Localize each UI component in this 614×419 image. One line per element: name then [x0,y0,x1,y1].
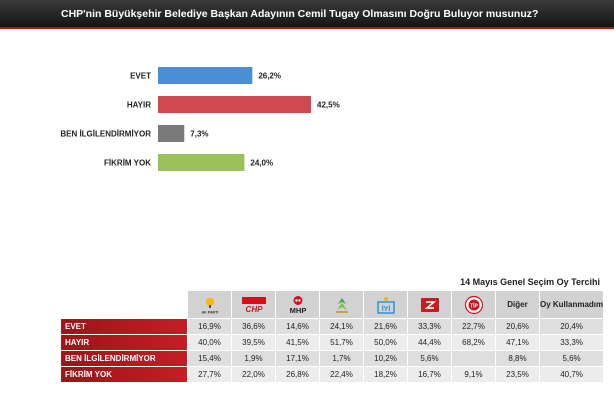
table-cell: 9,1% [451,366,496,383]
table-cell: 5,6% [538,350,605,367]
table-cell: 14,6% [275,318,320,335]
row-label: EVET [60,318,188,335]
table-cell: 27,7% [187,366,232,383]
table-cell: 20,6% [495,318,540,335]
table-cell: 39,5% [231,334,276,351]
chp-logo-text: CHP [245,305,263,314]
table-cell: 1,9% [231,350,276,367]
bar [158,154,245,171]
table-cell: 41,5% [275,334,320,351]
bar [158,67,253,84]
table-cell: 47,1% [495,334,540,351]
hdp-logo-icon [329,295,355,315]
vote-table: AK PARTİ CHP MHP [60,290,605,383]
table-title: 14 Mayıs Genel Seçim Oy Tercihi [460,277,600,287]
row-label: BEN İLGİLENDİRMİYOR [60,350,188,367]
akp-logo-cell: AK PARTİ [187,290,232,319]
tip-logo-icon: TİP [461,295,487,315]
category-label: HAYIR [127,101,151,110]
table-cell: 16,7% [407,366,452,383]
row-label: FİKRİM YOK [60,366,188,383]
table-cell: 1,7% [319,350,364,367]
table-cell: 50,0% [363,334,408,351]
category-label: FİKRİM YOK [104,159,151,168]
tip-logo-cell: TİP [451,290,496,319]
table-cell: 40,0% [187,334,232,351]
tip-logo-text: TİP [470,302,478,309]
chp-logo-cell: CHP [231,290,276,319]
table-cell: 18,2% [363,366,408,383]
row-label: HAYIR [60,334,188,351]
table-cell: 20,4% [538,318,605,335]
table-cell: 22,7% [451,318,496,335]
table-cell: 8,8% [495,350,540,367]
table-cell: 26,8% [275,366,320,383]
table-cell: 17,1% [275,350,320,367]
table-cell: 5,6% [407,350,452,367]
chart-title: CHP'nin Büyükşehir Belediye Başkan Adayı… [61,8,539,20]
zafer-logo-cell [407,290,452,319]
bar [158,96,311,113]
table-header-row: AK PARTİ CHP MHP [60,290,605,319]
table-cell: 68,2% [451,334,496,351]
category-label: EVET [130,72,151,81]
table-cell: 51,7% [319,334,364,351]
table-corner [60,290,188,319]
table-cell: 21,6% [363,318,408,335]
akp-logo-icon: AK PARTİ [197,295,223,315]
hdp-logo-cell [319,290,364,319]
table-cell: 23,5% [495,366,540,383]
table-row: FİKRİM YOK 27,7% 22,0% 26,8% 22,4% 18,2% 16,7%… [60,366,605,383]
col-header-diger: Diğer [495,290,540,319]
value-label: 26,2% [258,72,281,81]
table-body: EVET 16,9% 36,6% 14,6% 24,1% 21,6% 33,3% 22,7% 2… [60,318,605,383]
zafer-logo-icon [417,295,443,315]
table-cell: 33,3% [538,334,605,351]
value-label: 24,0% [250,159,273,168]
col-header-oy-kullanmadim: Oy Kullanmadım [538,290,605,319]
mhp-logo-icon: MHP [285,295,311,315]
table-cell: 22,0% [231,366,276,383]
table-cell: 24,1% [319,318,364,335]
akp-logo-text: AK PARTİ [201,310,218,314]
category-label: BEN İLGİLENDİRMİYOR [60,130,151,139]
iyi-logo-cell: İYİ [363,290,408,319]
bar-chart: EVET 26,2% HAYIR 42,5% BEN İLGİLENDİRMİYOR 7,… [60,67,340,171]
chp-logo-icon: CHP [241,295,267,315]
table-row: EVET 16,9% 36,6% 14,6% 24,1% 21,6% 33,3% 22,7% 2… [60,318,605,335]
table-cell: 36,6% [231,318,276,335]
table-row: HAYIR 40,0% 39,5% 41,5% 51,7% 50,0% 44,4% 68,2%… [60,334,605,351]
table-row: BEN İLGİLENDİRMİYOR 15,4% 1,9% 17,1% 1,7% 10,… [60,350,605,367]
bar [158,125,185,142]
table-cell: 15,4% [187,350,232,367]
value-label: 7,3% [190,130,208,139]
iyi-logo-icon: İYİ [373,295,399,315]
table-cell: 10,2% [363,350,408,367]
mhp-logo-cell: MHP [275,290,320,319]
iyi-logo-text: İYİ [381,305,390,313]
table-cell: 40,7% [538,366,605,383]
title-bar: CHP'nin Büyükşehir Belediye Başkan Adayı… [0,0,614,29]
value-label: 42,5% [317,101,340,110]
table-cell [451,350,496,367]
mhp-logo-text: MHP [289,306,306,315]
table-cell: 22,4% [319,366,364,383]
table-cell: 44,4% [407,334,452,351]
table-cell: 16,9% [187,318,232,335]
table-cell: 33,3% [407,318,452,335]
